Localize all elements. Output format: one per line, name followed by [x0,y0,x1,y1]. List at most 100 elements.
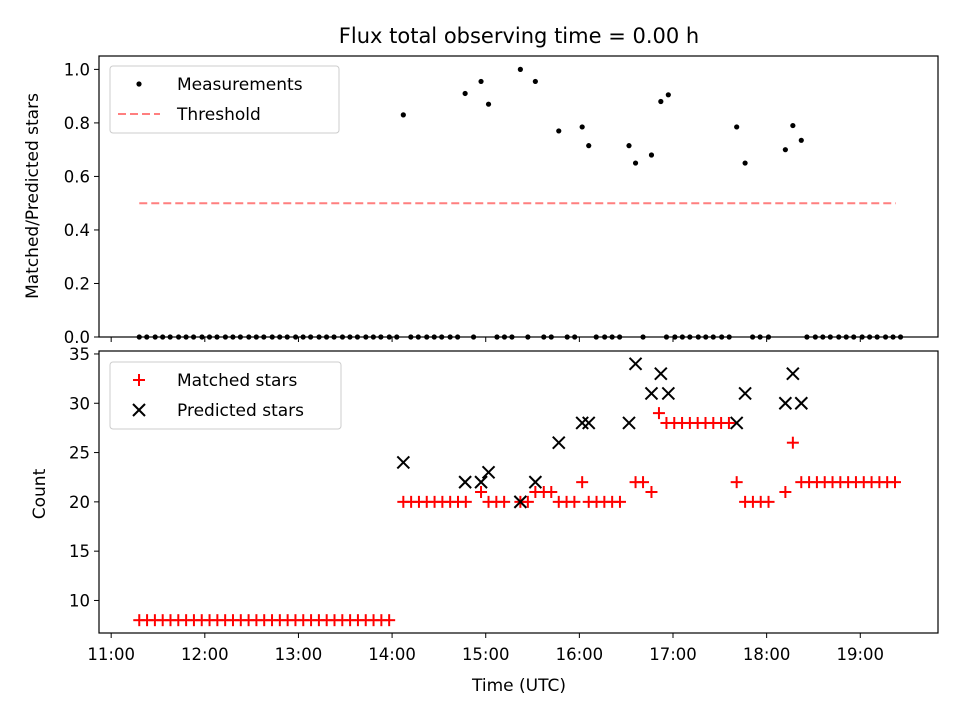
matched-star-point-32 [383,614,396,627]
count-legend: Matched stars Predicted stars [109,361,342,430]
count-x-tick-label: 15:00 [462,645,510,664]
count-x-tick-label: 11:00 [87,645,135,664]
measurement-point-8 [586,143,592,149]
matched-star-point-47 [568,495,581,508]
count-x-tick-label: 13:00 [275,645,323,664]
matched-star-point-52 [613,495,626,508]
predicted-star-point-3 [481,465,496,479]
legend-threshold-label: Threshold [176,105,261,125]
matched-star-point-88 [645,486,658,498]
matched-star-point-90 [730,476,743,489]
count-legend-box [109,361,342,430]
legend-matched-label: Matched stars [177,371,297,391]
predicted-star-point-16 [778,396,793,410]
count-y-tick-label: 20 [69,493,90,512]
predicted-star-point-11 [644,386,659,401]
count-x-tick-label: 12:00 [181,645,229,664]
legend-measurements-marker [136,81,142,87]
predicted-star-point-1 [458,475,472,489]
legend-matched-marker [133,374,145,386]
predicted-star-point-15 [738,386,752,401]
x-axis-label: Time (UTC) [471,676,566,696]
matched-star-point-78 [889,476,902,489]
ratio-y-tick-label: 1.0 [64,60,90,79]
count-x-tick-label: 16:00 [556,645,604,664]
measurement-point-0 [400,112,406,118]
ratio-y-tick-label: 0.2 [64,274,90,293]
ratio-legend: Measurements Threshold [109,65,340,134]
count-x-tick-label: 14:00 [368,645,416,664]
chart-title: Flux total observing time = 0.00 h [339,24,699,48]
ratio-x-ticks [110,337,861,342]
count-y-ticks: 10 15 20 25 30 35 [69,345,99,610]
count-y-tick-label: 10 [69,591,90,610]
predicted-star-point-7 [575,416,589,430]
predicted-star-point-5 [528,475,543,489]
measurement-point-4 [517,66,523,72]
measurement-point-17 [790,122,796,129]
predicted-star-point-17 [786,366,800,381]
measurement-point-10 [632,160,639,166]
matched-star-point-81 [521,495,534,508]
ratio-y-tick-label: 0.0 [64,328,90,347]
count-y-tick-label: 30 [69,394,90,413]
legend-predicted-label: Predicted stars [177,401,304,421]
count-y-tick-label: 15 [69,542,90,561]
ratio-y-tick-label: 0.8 [64,114,90,133]
predicted-star-point-18 [794,396,808,410]
measurement-point-2 [478,78,484,85]
ratio-y-tick-label: 0.6 [64,167,90,186]
measurement-point-7 [579,124,585,130]
matched-star-point-85 [576,476,589,489]
count-x-tick-label: 19:00 [836,645,884,664]
measurement-point-13 [665,92,671,98]
count-y-tick-label: 35 [69,345,90,364]
ratio-y-ticks: 0.0 0.2 0.4 0.6 0.8 1.0 [64,60,99,347]
measurement-point-1 [462,90,468,97]
measurement-point-18 [798,137,804,143]
measurement-point-5 [532,78,538,85]
predicted-star-point-14 [729,416,744,430]
ratio-panel: 0.0 0.2 0.4 0.6 0.8 1.0 Matched/Predicted sta… [23,55,939,347]
matched-star-point-92 [786,436,799,449]
matched-star-point-65 [762,495,775,508]
matched-star-point-79 [475,486,488,498]
ratio-y-tick-label: 0.4 [64,221,90,240]
measurement-point-6 [556,128,562,134]
matched-star-point-91 [779,486,792,498]
measurement-point-3 [485,101,492,107]
matched-star-point-84 [545,486,558,498]
predicted-star-point-0 [396,455,411,470]
matched-star-point-87 [637,476,650,489]
predicted-star-point-6 [552,435,566,450]
matched-star-point-41 [459,495,472,508]
matched-star-point-44 [498,495,511,508]
count-x-tick-label: 18:00 [743,645,791,664]
measurement-point-14 [734,124,740,130]
ratio-axes-frame [98,55,939,338]
matched-star-point-89 [652,407,665,420]
predicted-star-point-13 [661,386,676,401]
count-x-tick-label: 17:00 [649,645,697,664]
ratio-legend-box [109,65,340,134]
count-panel: 10 15 20 25 30 35 11:00 12:00 13:00 14:00 15:00 16… [30,345,939,696]
measurement-point-16 [782,147,788,153]
predicted-star-point-10 [628,357,643,371]
measurement-point-9 [626,143,632,149]
count-y-tick-label: 25 [69,444,90,463]
count-points [133,357,902,627]
predicted-star-point-12 [654,366,668,381]
predicted-star-point-4 [513,495,528,509]
count-x-ticks: 11:00 12:00 13:00 14:00 15:00 16:00 17:00 18:00… [87,633,884,664]
predicted-star-point-9 [622,416,636,430]
count-y-axis-label: Count [30,468,50,519]
measurement-point-12 [658,98,664,105]
count-axes-frame [98,350,939,634]
ratio-y-axis-label: Matched/Predicted stars [23,93,43,299]
predicted-star-point-2 [474,475,488,489]
predicted-star-point-8 [582,416,596,430]
legend-predicted-marker [132,403,146,417]
measurement-point-11 [648,152,655,158]
matched-star-point-61 [722,416,735,429]
